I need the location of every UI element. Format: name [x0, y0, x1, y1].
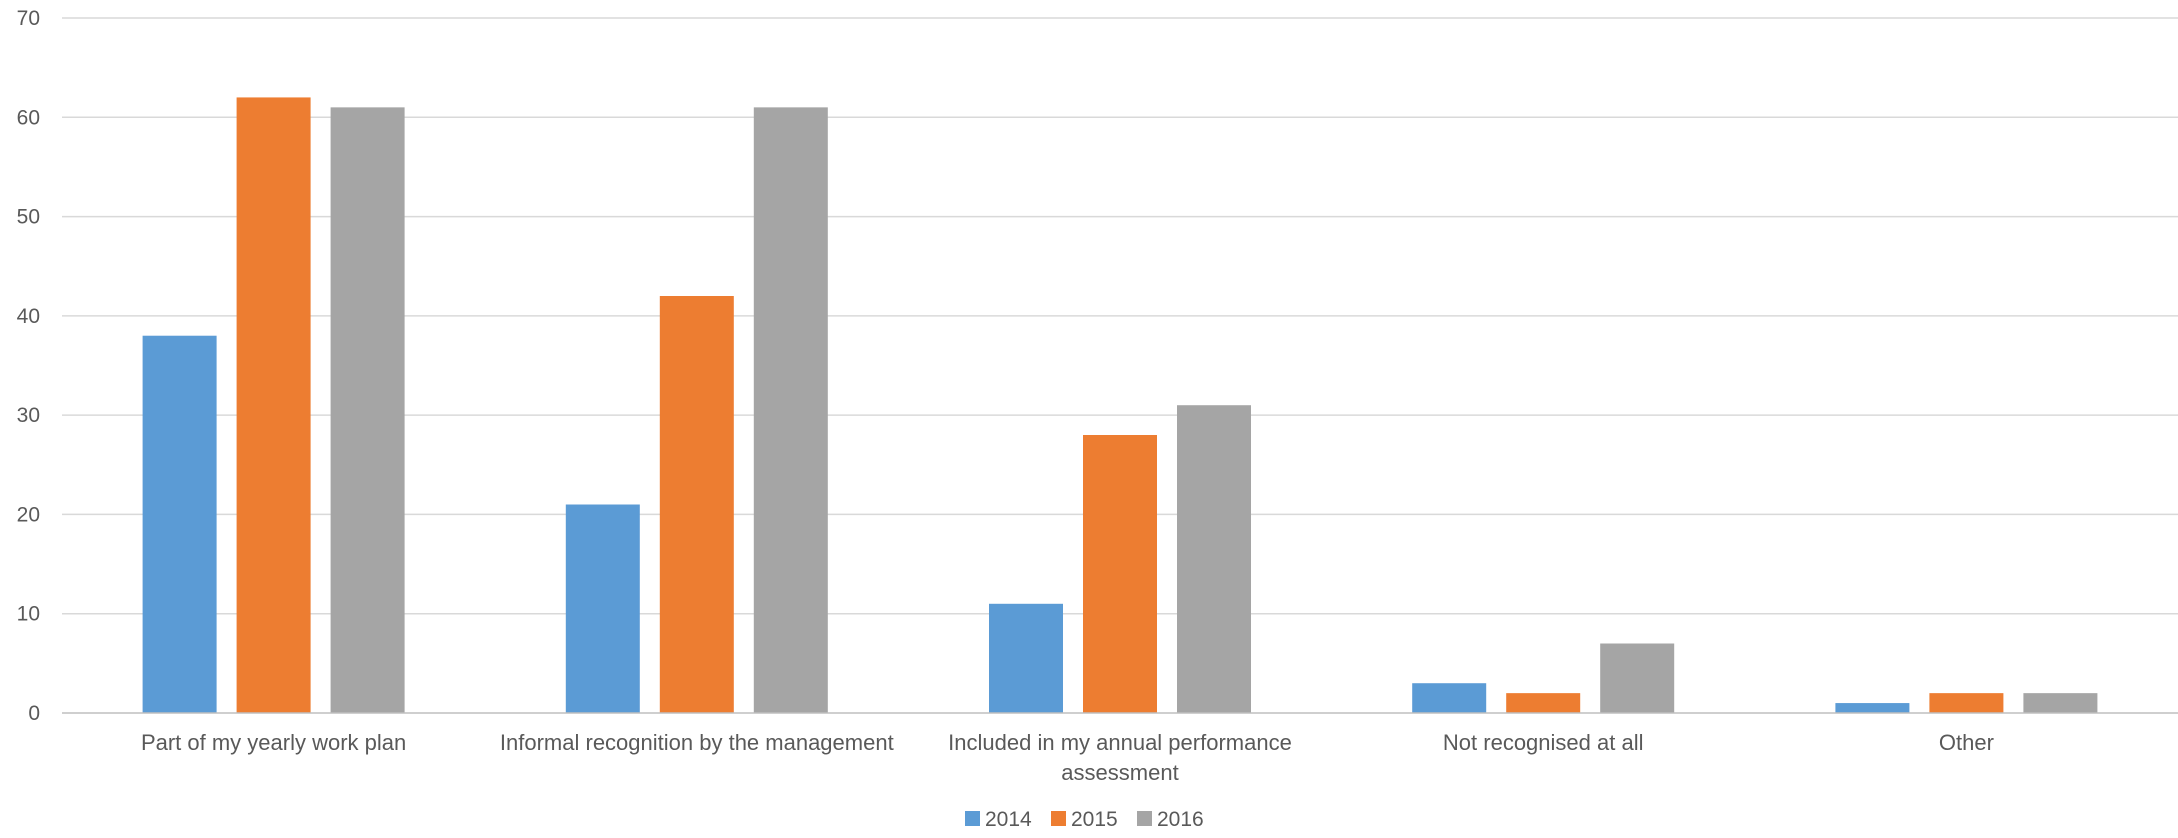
- bar-2016: [1600, 643, 1675, 713]
- y-tick-label: 30: [17, 404, 40, 427]
- bar-2016: [2023, 693, 2098, 713]
- x-category-label-line: Part of my yearly work plan: [141, 730, 406, 755]
- x-category-label-line: Included in my annual performance: [948, 730, 1292, 755]
- y-tick-label: 10: [17, 603, 40, 626]
- y-tick-label: 60: [17, 106, 40, 129]
- bar-2015: [236, 97, 311, 713]
- x-category-label: Part of my yearly work plan: [141, 730, 406, 755]
- x-category-label-line: Informal recognition by the management: [500, 730, 894, 755]
- bar-2014: [142, 335, 217, 713]
- legend-label: 2014: [985, 808, 1032, 831]
- x-category-label: Other: [1939, 730, 1994, 755]
- bar-2016: [330, 107, 405, 714]
- bar-2014: [565, 504, 640, 713]
- bar-2014: [1835, 703, 1910, 713]
- x-category-label: Not recognised at all: [1443, 730, 1644, 755]
- gridlines: [62, 17, 2178, 615]
- legend-swatch-2015: [1051, 811, 1066, 826]
- y-axis-tick-labels: 0 10 20 30 40 50 60 70: [17, 7, 40, 725]
- x-category-label-line: Not recognised at all: [1443, 730, 1644, 755]
- bar-2014: [1412, 683, 1487, 713]
- y-tick-label: 20: [17, 503, 40, 526]
- legend-label: 2015: [1071, 808, 1118, 831]
- legend: 2014 2015 2016: [965, 808, 1204, 831]
- x-category-label: Included in my annual performance assessm…: [948, 730, 1292, 785]
- legend-label: 2016: [1157, 808, 1204, 831]
- bar-2015: [1083, 435, 1157, 713]
- legend-swatch-2016: [1137, 811, 1152, 826]
- bar-2015: [659, 296, 734, 713]
- bar-2014: [989, 603, 1063, 713]
- bar-2015: [1506, 693, 1581, 713]
- bars: [142, 97, 2098, 714]
- x-category-label: Informal recognition by the management: [500, 730, 894, 755]
- y-tick-label: 70: [17, 7, 40, 30]
- legend-swatch-2014: [965, 811, 980, 826]
- bar-2016: [753, 107, 828, 714]
- y-tick-label: 50: [17, 206, 40, 229]
- x-category-label-line: Other: [1939, 730, 1994, 755]
- bar-2016: [1177, 405, 1251, 713]
- y-tick-label: 0: [28, 702, 40, 725]
- x-category-label-line: assessment: [1061, 760, 1178, 785]
- bar-2015: [1929, 693, 2004, 713]
- y-tick-label: 40: [17, 305, 40, 328]
- x-axis-category-labels: Part of my yearly work plan Informal reco…: [141, 730, 1994, 785]
